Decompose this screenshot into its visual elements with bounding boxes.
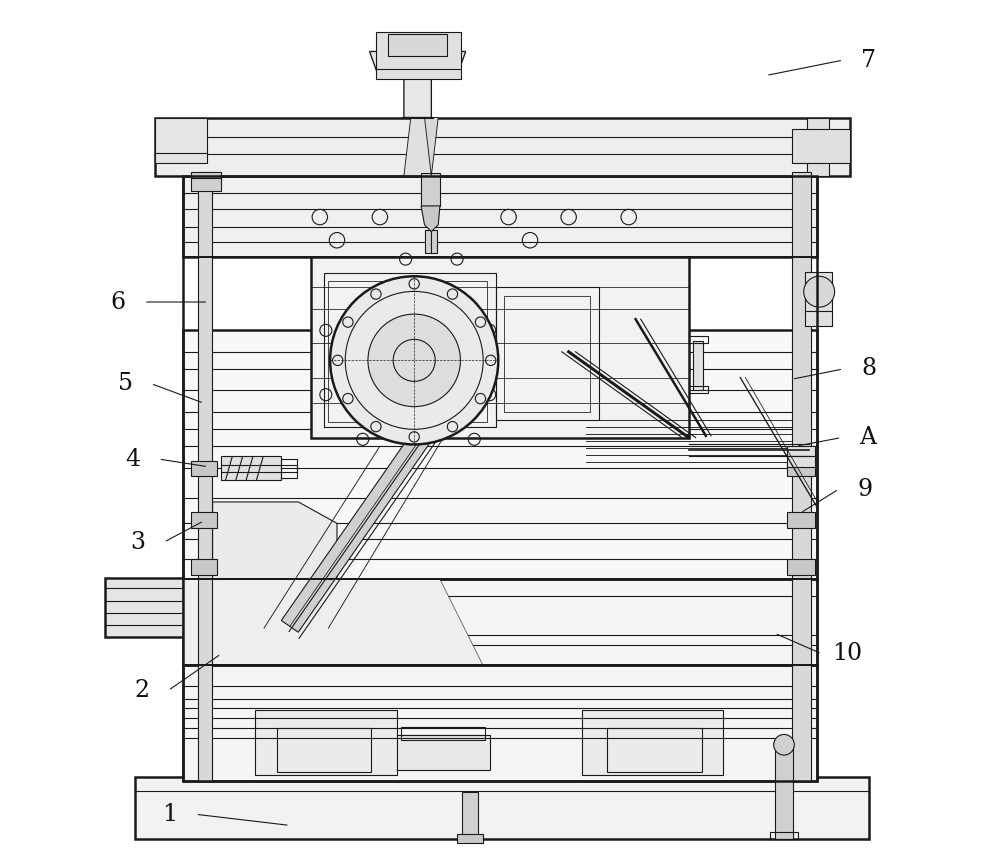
Bar: [775, 745, 793, 839]
Circle shape: [774, 734, 794, 755]
Bar: [191, 178, 221, 191]
Bar: [805, 272, 832, 313]
Text: 9: 9: [857, 478, 872, 500]
Polygon shape: [404, 118, 431, 176]
Bar: [401, 727, 485, 740]
Bar: [431, 230, 437, 253]
Text: 3: 3: [130, 531, 145, 553]
Bar: [155, 118, 207, 163]
Bar: [787, 456, 815, 467]
Bar: [191, 461, 217, 476]
Bar: [689, 386, 708, 393]
Bar: [457, 834, 483, 843]
Bar: [105, 578, 187, 637]
Polygon shape: [281, 423, 436, 632]
Text: 6: 6: [111, 291, 126, 313]
Bar: [421, 173, 440, 206]
Bar: [792, 172, 811, 781]
Bar: [198, 604, 234, 645]
Text: 1: 1: [162, 803, 177, 825]
Bar: [255, 710, 397, 775]
Bar: [582, 710, 723, 775]
Bar: [183, 579, 817, 665]
Bar: [311, 257, 689, 438]
Bar: [787, 446, 815, 456]
Bar: [376, 32, 461, 79]
Polygon shape: [370, 51, 466, 118]
Bar: [770, 832, 798, 839]
Circle shape: [804, 276, 835, 307]
Bar: [504, 296, 590, 412]
Bar: [191, 559, 217, 575]
Text: 7: 7: [861, 49, 876, 71]
Bar: [792, 129, 850, 163]
Polygon shape: [183, 579, 483, 665]
Bar: [135, 777, 869, 839]
Circle shape: [330, 276, 498, 444]
Bar: [496, 287, 599, 420]
Bar: [324, 273, 496, 427]
Bar: [183, 330, 817, 579]
Bar: [787, 559, 815, 575]
Bar: [191, 512, 217, 528]
Text: 4: 4: [125, 448, 140, 470]
Polygon shape: [213, 502, 337, 579]
Bar: [805, 311, 832, 326]
Bar: [221, 456, 281, 480]
Text: 5: 5: [118, 372, 133, 395]
Bar: [402, 117, 433, 118]
Bar: [807, 118, 829, 176]
Bar: [607, 728, 702, 772]
Bar: [198, 172, 212, 781]
Polygon shape: [424, 118, 438, 176]
Bar: [425, 230, 431, 253]
Bar: [462, 792, 478, 839]
Text: 8: 8: [861, 358, 877, 380]
Circle shape: [368, 314, 460, 407]
Text: A: A: [859, 426, 876, 449]
Bar: [183, 665, 817, 781]
Bar: [328, 281, 487, 422]
Text: 10: 10: [832, 643, 863, 665]
Bar: [397, 735, 490, 770]
Bar: [155, 118, 850, 176]
Bar: [277, 728, 371, 772]
Bar: [787, 461, 815, 476]
Bar: [183, 176, 817, 781]
Polygon shape: [421, 206, 440, 232]
Text: 2: 2: [135, 680, 150, 702]
Bar: [693, 341, 703, 390]
Bar: [388, 34, 447, 56]
Bar: [787, 512, 815, 528]
Bar: [183, 176, 817, 257]
Bar: [191, 172, 221, 180]
Bar: [281, 459, 297, 478]
Bar: [689, 336, 708, 343]
